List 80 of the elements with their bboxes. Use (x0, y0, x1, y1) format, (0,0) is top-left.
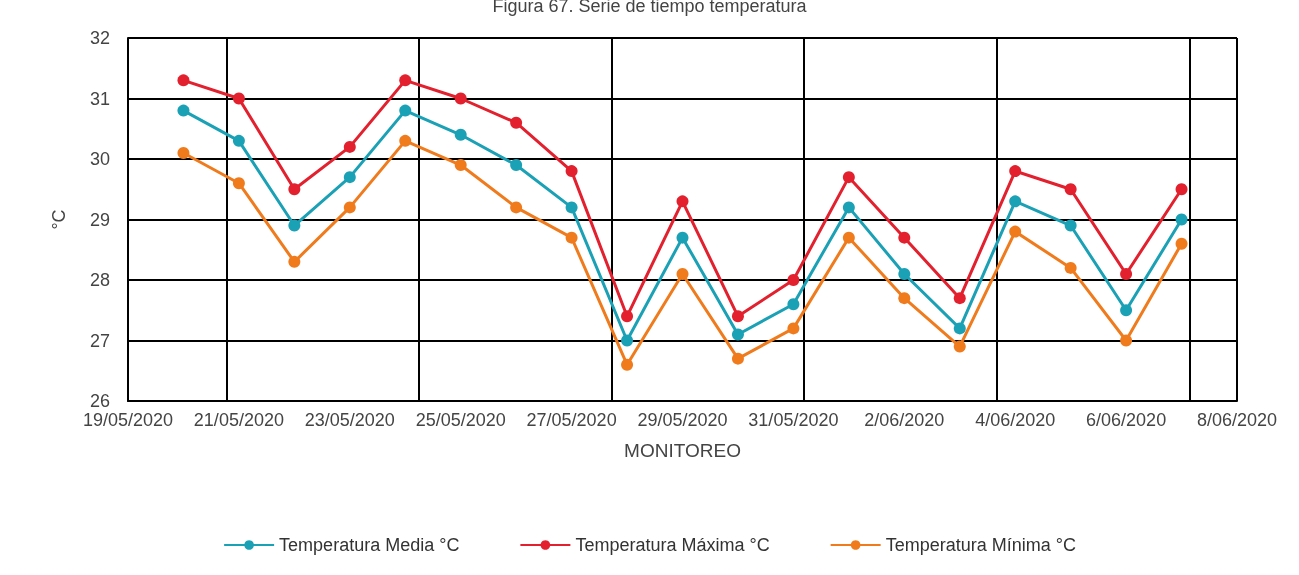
y-tick-label: 27 (89, 330, 110, 351)
point (454, 128, 467, 141)
point (953, 322, 966, 335)
point (288, 183, 301, 196)
point (232, 92, 245, 105)
point (842, 231, 855, 244)
point (1120, 267, 1133, 280)
point (343, 201, 356, 214)
point (787, 322, 800, 335)
point (731, 352, 744, 365)
x-tick-label: 21/05/2020 (193, 410, 284, 430)
point (1009, 225, 1022, 238)
point (898, 231, 911, 244)
point (1009, 195, 1022, 208)
x-tick-label: 4/06/2020 (975, 410, 1056, 430)
y-tick-label: 32 (89, 28, 110, 48)
point (1175, 183, 1188, 196)
x-tick-label: 6/06/2020 (1086, 410, 1167, 430)
point (177, 146, 190, 159)
point (232, 177, 245, 190)
point (399, 134, 412, 147)
point (1064, 219, 1077, 232)
y-tick-label: 30 (89, 149, 110, 169)
point (898, 267, 911, 280)
point (177, 104, 190, 117)
x-tick-label: 19/05/2020 (82, 410, 174, 430)
point (1120, 334, 1133, 347)
point (953, 292, 966, 305)
x-tick-label: 27/05/2020 (526, 410, 617, 430)
point (1064, 183, 1077, 196)
point (454, 92, 467, 105)
point (1175, 237, 1188, 250)
point (621, 334, 634, 347)
x-axis-title: MONITOREO (624, 440, 741, 461)
legend-label: Temperatura Mínima °C (885, 535, 1076, 555)
point (454, 159, 467, 172)
x-tick-label: 8/06/2020 (1196, 410, 1278, 430)
point (1064, 261, 1077, 274)
point (565, 165, 578, 178)
x-tick-label: 2/06/2020 (864, 410, 945, 430)
point (399, 74, 412, 87)
point (510, 116, 523, 129)
point (343, 140, 356, 153)
point (731, 310, 744, 323)
point (343, 171, 356, 184)
point (621, 310, 634, 323)
point (288, 219, 301, 232)
legend-label: Temperatura Media °C (279, 535, 460, 555)
point (177, 74, 190, 87)
point (565, 201, 578, 214)
point (676, 231, 689, 244)
point (842, 201, 855, 214)
point (1120, 304, 1133, 317)
point (676, 267, 689, 280)
y-axis-title: °C (49, 209, 69, 230)
x-tick-label: 23/05/2020 (304, 410, 395, 430)
point (232, 134, 245, 147)
point (288, 255, 301, 268)
y-tick-label: 26 (89, 391, 110, 411)
point (731, 328, 744, 341)
point (787, 298, 800, 311)
point (953, 340, 966, 353)
point (898, 292, 911, 305)
y-tick-label: 31 (89, 88, 110, 109)
point (621, 358, 634, 371)
point (510, 159, 523, 172)
point (510, 201, 523, 214)
point (787, 274, 800, 286)
point (842, 171, 855, 184)
point (1175, 213, 1188, 226)
x-tick-label: 29/05/2020 (637, 410, 728, 430)
y-tick-label: 29 (89, 209, 110, 230)
x-tick-label: 25/05/2020 (415, 410, 506, 430)
point (399, 104, 412, 117)
point (676, 195, 689, 208)
legend-label: Temperatura Máxima °C (575, 535, 770, 555)
point (565, 231, 578, 244)
point (1009, 165, 1022, 178)
x-tick-label: 31/05/2020 (748, 410, 839, 430)
y-tick-label: 28 (89, 270, 110, 290)
